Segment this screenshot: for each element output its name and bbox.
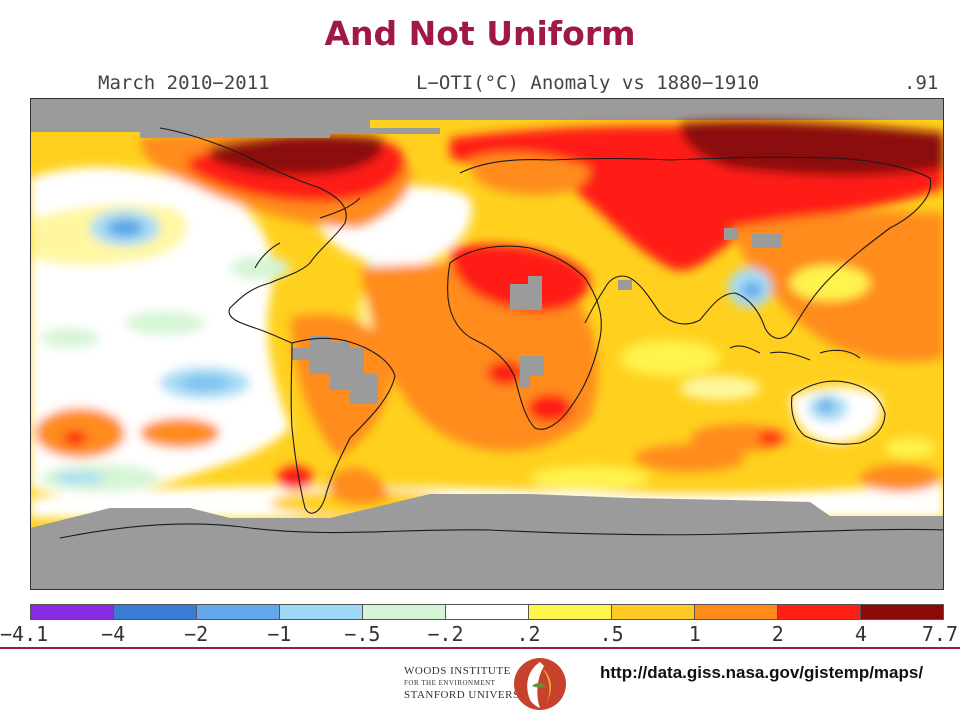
footer-divider bbox=[0, 647, 960, 649]
legend-tick-label: .2 bbox=[516, 622, 541, 646]
stanford-woods-logo-icon bbox=[514, 658, 566, 710]
legend-swatch bbox=[114, 605, 197, 619]
map-frame bbox=[30, 98, 944, 590]
legend-tick-label: 1 bbox=[688, 622, 701, 646]
missing-data-arctic bbox=[30, 98, 944, 120]
legend-swatch bbox=[197, 605, 280, 619]
legend-tick-label: .5 bbox=[599, 622, 624, 646]
legend-swatch bbox=[446, 605, 529, 619]
legend-swatch bbox=[861, 605, 943, 619]
legend-swatch bbox=[612, 605, 695, 619]
map-header: March 2010−2011 L−OTI(°C) Anomaly vs 188… bbox=[0, 72, 960, 98]
legend-tick-label: 2 bbox=[771, 622, 784, 646]
continent-outlines bbox=[59, 127, 944, 539]
legend-tick-label: −.2 bbox=[427, 622, 464, 646]
global-mean-value: .91 bbox=[904, 72, 939, 94]
missing-data-regions bbox=[30, 120, 944, 590]
institute-subtitle: FOR THE ENVIRONMENT bbox=[404, 679, 496, 687]
slide-title: And Not Uniform bbox=[324, 14, 636, 53]
legend-swatch bbox=[363, 605, 446, 619]
temperature-anomaly-map bbox=[30, 98, 944, 590]
legend-swatch bbox=[778, 605, 861, 619]
legend-swatch bbox=[31, 605, 114, 619]
legend-tick-label: −4.1 bbox=[0, 622, 49, 646]
map-period: March 2010−2011 bbox=[98, 72, 270, 94]
legend-tick-label: 4 bbox=[854, 622, 867, 646]
legend-swatch bbox=[280, 605, 363, 619]
legend-tick-label: −2 bbox=[184, 622, 209, 646]
color-scale-legend bbox=[30, 604, 944, 620]
map-metric: L−OTI(°C) Anomaly vs 1880−1910 bbox=[416, 72, 760, 94]
legend-tick-label: 7.7 bbox=[921, 622, 958, 646]
institute-logo-text: WOODS INSTITUTE FOR THE ENVIRONMENT STAN… bbox=[404, 665, 539, 701]
legend-tick-label: −.5 bbox=[344, 622, 381, 646]
legend-swatch bbox=[695, 605, 778, 619]
legend-tick-label: −1 bbox=[267, 622, 292, 646]
legend-swatch bbox=[529, 605, 612, 619]
source-url[interactable]: http://data.giss.nasa.gov/gistemp/maps/ bbox=[600, 663, 924, 682]
university-name: STANFORD UNIVERSITY bbox=[404, 689, 540, 701]
institute-name: WOODS INSTITUTE bbox=[404, 665, 511, 677]
legend-tick-label: −4 bbox=[101, 622, 126, 646]
